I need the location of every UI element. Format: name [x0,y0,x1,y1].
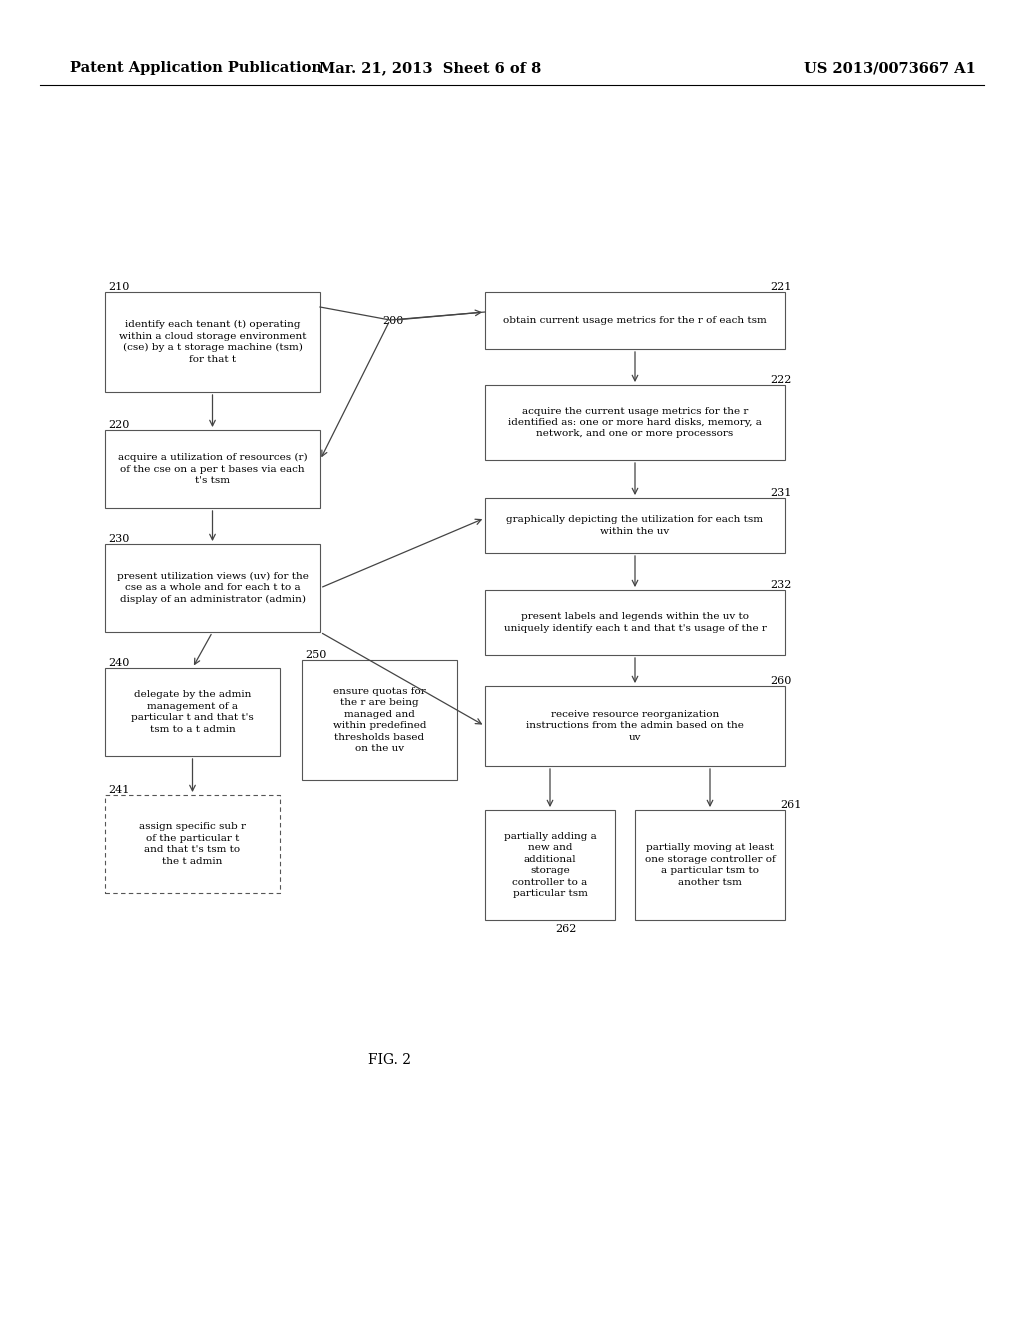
Bar [105,795,280,894]
Text: 241: 241 [108,785,129,795]
Text: acquire the current usage metrics for the r
identified as: one or more hard disk: acquire the current usage metrics for th… [508,407,762,438]
Text: present utilization views (uv) for the
cse as a whole and for each t to a
displa: present utilization views (uv) for the c… [117,572,308,605]
Text: 250: 250 [305,649,327,660]
Text: partially adding a
new and
additional
storage
controller to a
particular tsm: partially adding a new and additional st… [504,832,596,898]
Text: US 2013/0073667 A1: US 2013/0073667 A1 [804,61,976,75]
Text: 222: 222 [770,375,792,385]
Bar [105,430,319,508]
Text: present labels and legends within the uv to
uniquely identify each t and that t': present labels and legends within the uv… [504,612,766,632]
Text: 231: 231 [770,488,792,498]
Text: 232: 232 [770,579,792,590]
Bar [105,292,319,392]
Text: 210: 210 [108,282,129,292]
Text: 262: 262 [555,924,577,935]
Text: 261: 261 [780,800,802,810]
Text: 260: 260 [770,676,792,686]
Text: FIG. 2: FIG. 2 [369,1053,412,1067]
Text: identify each tenant (t) operating
within a cloud storage environment
(cse) by a: identify each tenant (t) operating withi… [119,321,306,364]
Text: 220: 220 [108,420,129,430]
Bar [302,660,457,780]
Bar [485,292,785,348]
Bar [635,810,785,920]
Text: receive resource reorganization
instructions from the admin based on the
uv: receive resource reorganization instruct… [526,710,744,742]
Text: Mar. 21, 2013  Sheet 6 of 8: Mar. 21, 2013 Sheet 6 of 8 [318,61,541,75]
Bar [485,590,785,655]
Text: delegate by the admin
management of a
particular t and that t's
tsm to a t admin: delegate by the admin management of a pa… [131,690,254,734]
Text: partially moving at least
one storage controller of
a particular tsm to
another : partially moving at least one storage co… [645,843,775,887]
Text: 240: 240 [108,657,129,668]
Text: graphically depicting the utilization for each tsm
within the uv: graphically depicting the utilization fo… [507,515,764,536]
Text: 221: 221 [770,282,792,292]
Bar [485,498,785,553]
Bar [105,544,319,632]
Text: 230: 230 [108,535,129,544]
Bar [105,668,280,756]
Text: acquire a utilization of resources (r)
of the cse on a per t bases via each
t's : acquire a utilization of resources (r) o… [118,453,307,484]
Text: obtain current usage metrics for the r of each tsm: obtain current usage metrics for the r o… [503,315,767,325]
Text: ensure quotas for
the r are being
managed and
within predefined
thresholds based: ensure quotas for the r are being manage… [333,686,426,754]
Text: 200: 200 [382,315,403,326]
Bar [485,686,785,766]
Bar [485,810,615,920]
Bar [485,385,785,459]
Text: assign specific sub r
of the particular t
and that t's tsm to
the t admin: assign specific sub r of the particular … [139,822,246,866]
Text: Patent Application Publication: Patent Application Publication [70,61,322,75]
